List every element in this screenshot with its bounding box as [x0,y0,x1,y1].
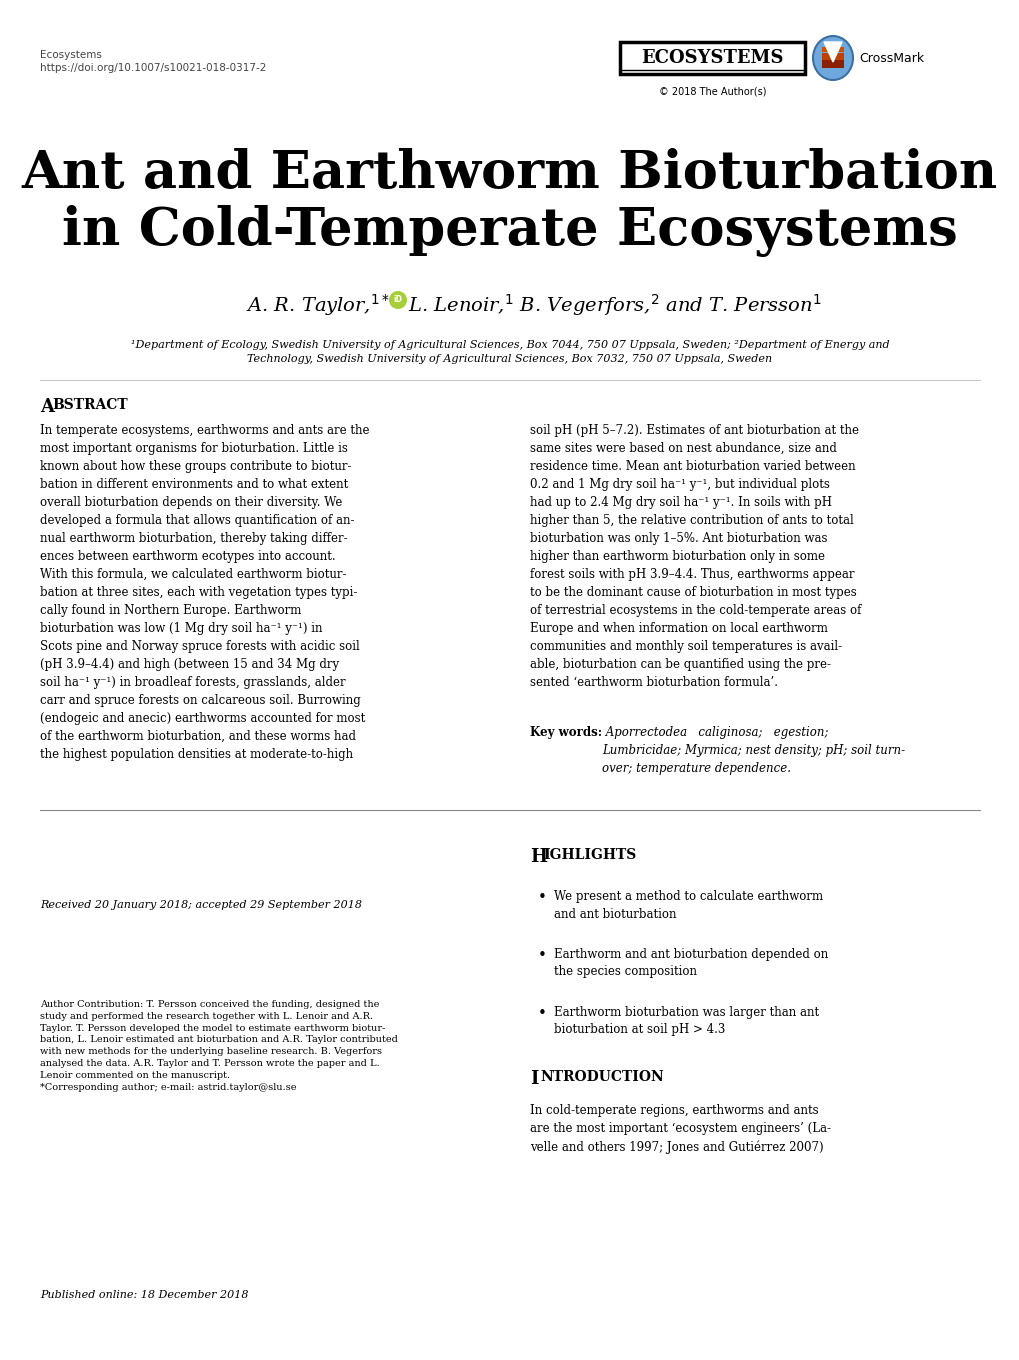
Text: Received 20 January 2018; accepted 29 September 2018: Received 20 January 2018; accepted 29 Se… [40,900,362,910]
Text: © 2018 The Author(s): © 2018 The Author(s) [658,86,765,97]
FancyBboxPatch shape [620,42,804,73]
Text: Aporrectodea   caliginosa;   egestion;
Lumbricidae; Myrmica; nest density; pH; s: Aporrectodea caliginosa; egestion; Lumbr… [601,726,904,775]
Polygon shape [823,42,841,63]
Text: H: H [530,849,546,866]
Ellipse shape [812,35,852,80]
Circle shape [388,291,407,309]
Text: in Cold-Temperate Ecosystems: in Cold-Temperate Ecosystems [62,205,957,257]
Text: Ecosystems: Ecosystems [40,50,102,60]
Text: •: • [537,889,546,904]
Text: NTRODUCTION: NTRODUCTION [539,1070,663,1084]
Text: BSTRACT: BSTRACT [52,398,127,412]
Text: Earthworm and ant bioturbation depended on
the species composition: Earthworm and ant bioturbation depended … [553,948,827,978]
Text: •: • [537,948,546,963]
Text: Earthworm bioturbation was larger than ant
bioturbation at soil pH > 4.3: Earthworm bioturbation was larger than a… [553,1006,818,1036]
Text: Ant and Earthworm Bioturbation: Ant and Earthworm Bioturbation [21,148,998,199]
Text: L. Lenoir,$^{1}$ B. Vegerfors,$^{2}$ and T. Persson$^{1}$: L. Lenoir,$^{1}$ B. Vegerfors,$^{2}$ and… [408,292,821,318]
Text: ¹Department of Ecology, Swedish University of Agricultural Sciences, Box 7044, 7: ¹Department of Ecology, Swedish Universi… [130,340,889,350]
Text: https://doi.org/10.1007/s10021-018-0317-2: https://doi.org/10.1007/s10021-018-0317-… [40,63,266,73]
FancyBboxPatch shape [821,53,843,60]
Text: Technology, Swedish University of Agricultural Sciences, Box 7032, 750 07 Uppsal: Technology, Swedish University of Agricu… [248,354,771,364]
Text: Published online: 18 December 2018: Published online: 18 December 2018 [40,1291,249,1300]
FancyBboxPatch shape [821,48,843,52]
Text: ECOSYSTEMS: ECOSYSTEMS [641,49,783,67]
Text: In cold-temperate regions, earthworms and ants
are the most important ‘ecosystem: In cold-temperate regions, earthworms an… [530,1104,830,1153]
Text: In temperate ecosystems, earthworms and ants are the
most important organisms fo: In temperate ecosystems, earthworms and … [40,424,369,762]
Text: A: A [40,398,54,416]
Text: A. R. Taylor,$^{1*}$: A. R. Taylor,$^{1*}$ [246,292,389,318]
Text: •: • [537,1006,546,1021]
Text: I: I [530,1070,538,1088]
Text: CrossMark: CrossMark [858,52,923,64]
Text: Author Contribution: T. Persson conceived the funding, designed the
study and pe: Author Contribution: T. Persson conceive… [40,1000,397,1092]
Text: soil pH (pH 5–7.2). Estimates of ant bioturbation at the
same sites were based o: soil pH (pH 5–7.2). Estimates of ant bio… [530,424,860,690]
Text: Key words:: Key words: [530,726,601,738]
Text: IGHLIGHTS: IGHLIGHTS [542,849,636,862]
Text: We present a method to calculate earthworm
and ant bioturbation: We present a method to calculate earthwo… [553,889,822,921]
FancyBboxPatch shape [821,60,843,68]
Text: iD: iD [393,295,403,305]
